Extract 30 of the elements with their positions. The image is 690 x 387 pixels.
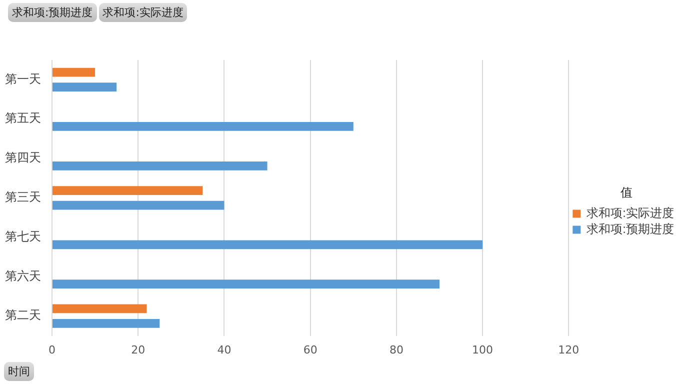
y-axis-title: 时间	[4, 362, 34, 381]
legend-label: 求和项:实际进度	[586, 206, 674, 220]
text: 求和项:实际进度	[98, 3, 188, 22]
x-tick-label: 20	[131, 343, 146, 356]
bar	[52, 161, 268, 170]
y-tick-label: 第五天	[5, 111, 41, 126]
y-tick-label: 第四天	[5, 150, 41, 165]
y-tick-label: 第三天	[5, 190, 41, 204]
bar	[52, 240, 483, 250]
legend-title: 值	[620, 186, 632, 200]
bar	[52, 280, 440, 289]
x-tick-label: 40	[217, 343, 232, 356]
bar	[52, 186, 203, 195]
x-tick-label: 80	[389, 343, 404, 356]
bar	[52, 68, 96, 77]
x-tick-label: 0	[48, 343, 56, 356]
bar	[52, 82, 117, 92]
y-tick-label: 第一天	[5, 72, 41, 86]
x-tick-label: 100	[472, 343, 494, 356]
legend-label: 求和项:预期进度	[586, 222, 674, 236]
y-tick-label: 第二天	[5, 308, 41, 322]
x-tick-label: 120	[558, 343, 580, 356]
x-tick-label: 60	[303, 343, 318, 356]
text: 求和项:预期进度	[8, 3, 97, 22]
bar	[52, 319, 160, 328]
bar	[52, 200, 224, 210]
y-tick-label: 第七天	[5, 229, 41, 244]
bar	[52, 122, 354, 131]
y-tick-label: 第六天	[5, 268, 41, 283]
bar	[52, 304, 147, 314]
